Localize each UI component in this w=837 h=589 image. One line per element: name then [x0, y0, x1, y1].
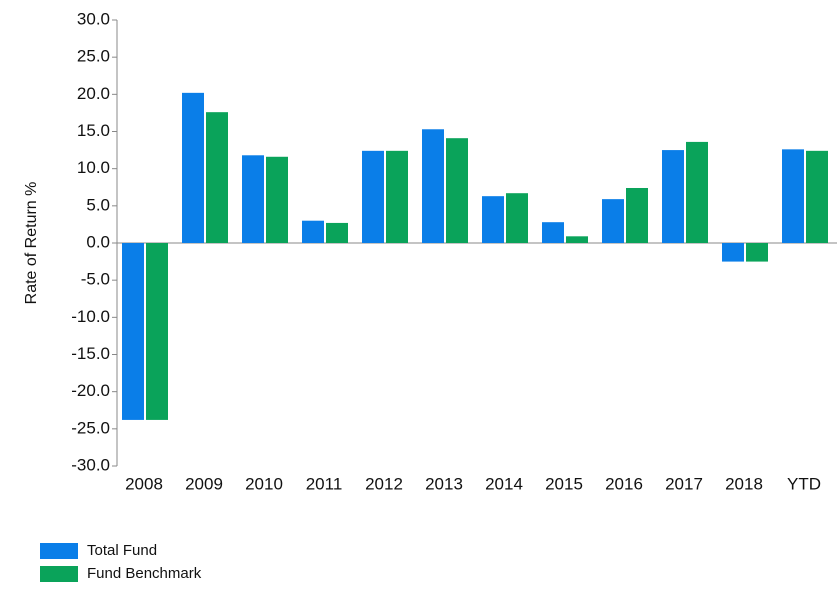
legend-label: Total Fund [87, 542, 157, 559]
x-tick-label: 2008 [125, 474, 163, 493]
y-tick-label: 0.0 [86, 232, 110, 251]
bar [122, 243, 144, 420]
bar [746, 243, 768, 262]
x-tick-label: 2018 [725, 474, 763, 493]
bar [782, 149, 804, 243]
legend-label: Fund Benchmark [87, 565, 202, 582]
bar [146, 243, 168, 420]
bar [326, 222, 348, 243]
y-tick-label: 15.0 [77, 121, 110, 140]
bar [302, 220, 324, 243]
x-tick-label: 2014 [485, 474, 523, 493]
bar [482, 196, 504, 243]
x-tick-label: 2016 [605, 474, 643, 493]
bar [266, 156, 288, 243]
bar [626, 187, 648, 243]
bar [506, 193, 528, 243]
bar [446, 138, 468, 243]
bar [542, 222, 564, 243]
bar [566, 236, 588, 243]
y-tick-label: 5.0 [86, 195, 110, 214]
legend-swatch [40, 543, 78, 559]
y-tick-label: -20.0 [71, 381, 110, 400]
bar [686, 141, 708, 243]
bar [722, 243, 744, 262]
x-tick-label: 2013 [425, 474, 463, 493]
y-tick-label: -10.0 [71, 307, 110, 326]
y-tick-label: 30.0 [77, 9, 110, 28]
x-tick-label: 2017 [665, 474, 703, 493]
y-tick-label: -25.0 [71, 418, 110, 437]
x-tick-label: YTD [787, 474, 821, 493]
bar [386, 150, 408, 243]
x-tick-label: 2011 [306, 474, 343, 493]
y-axis-label: Rate of Return % [23, 182, 40, 305]
legend-swatch [40, 566, 78, 582]
bar [362, 150, 384, 243]
bar [206, 112, 228, 243]
x-tick-label: 2010 [245, 474, 283, 493]
y-tick-label: -5.0 [81, 270, 110, 289]
y-tick-label: -15.0 [71, 344, 110, 363]
bar [422, 129, 444, 243]
x-tick-label: 2009 [185, 474, 223, 493]
x-tick-label: 2015 [545, 474, 583, 493]
y-tick-label: 20.0 [77, 84, 110, 103]
bar [662, 150, 684, 243]
bar [806, 150, 828, 243]
bar [602, 199, 624, 243]
y-tick-label: 10.0 [77, 158, 110, 177]
y-tick-label: -30.0 [71, 455, 110, 474]
x-tick-label: 2012 [365, 474, 403, 493]
bar [182, 92, 204, 243]
bar [242, 155, 264, 243]
y-tick-label: 25.0 [77, 47, 110, 66]
